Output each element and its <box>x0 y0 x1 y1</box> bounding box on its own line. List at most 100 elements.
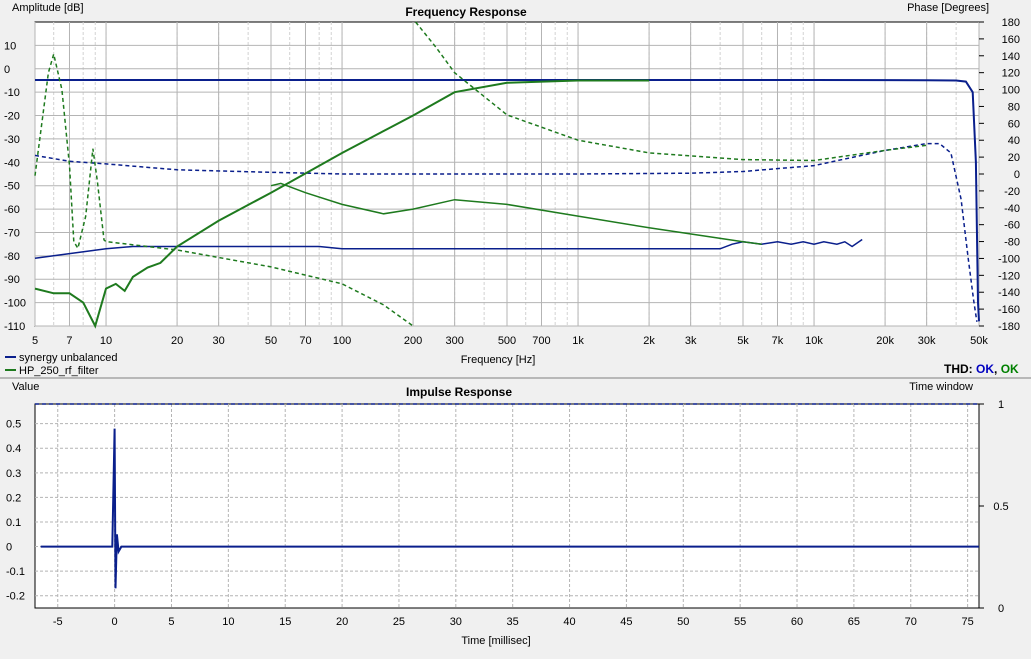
freq-x-tick-label: 50k <box>970 335 988 347</box>
freq-y2-tick-label: 0 <box>1014 169 1020 181</box>
freq-x-tick-label: 500 <box>498 335 516 347</box>
impulse-y-axis-label: Value <box>12 381 39 393</box>
freq-x-tick-label: 10 <box>100 335 112 347</box>
freq-y-tick-label: -20 <box>4 111 20 123</box>
freq-x-tick-label: 5k <box>737 335 749 347</box>
thd-separator: , <box>994 362 998 376</box>
impulse-y-tick-label: 0 <box>6 542 12 554</box>
freq-x-tick-label: 50 <box>265 335 277 347</box>
impulse-series-synergy <box>40 428 979 589</box>
freq-x-tick-label: 3k <box>685 335 697 347</box>
freq-y2-tick-label: 140 <box>1002 51 1020 63</box>
impulse-x-tick-label: 20 <box>336 616 348 628</box>
freq-x-tick-label: 100 <box>333 335 351 347</box>
thd-status-1: OK <box>976 362 995 376</box>
series-synergy-noise <box>34 238 863 259</box>
freq-x-tick-label: 2k <box>643 335 655 347</box>
impulse-x-tick-label: 5 <box>168 616 174 628</box>
freq-x-tick-label: 200 <box>404 335 422 347</box>
impulse-x-tick-label: 15 <box>279 616 291 628</box>
freq-x-ticks: 5 7 10 20 30 50 70 100 200 300 500 700 1k 2k 3k 5k 7k 10k… <box>32 335 988 347</box>
legend-label-hp250: HP_250_rf_filter <box>19 365 99 377</box>
impulse-x-tick-label: 0 <box>112 616 118 628</box>
freq-y2-ticks: 180 160 140 120 100 80 60 40 20 0 -20 -40 -60 -80 -100… <box>979 17 1020 333</box>
impulse-response-chart: -5 0 5 10 15 20 25 30 35 40 45 50 55 60 65 70 75 0.50.40… <box>6 381 1009 647</box>
freq-y-tick-label: -110 <box>4 321 25 333</box>
series-synergy-magnitude <box>35 79 980 322</box>
impulse-x-tick-label: 65 <box>848 616 860 628</box>
legend: synergy unbalanced HP_250_rf_filter <box>5 352 117 377</box>
thd-status-2: OK <box>1000 362 1019 376</box>
freq-y-tick-label: -90 <box>4 274 20 286</box>
impulse-x-tick-label: 70 <box>905 616 917 628</box>
freq-y-ticks: 10 0 -10 -20 -30 -40 -50 -60 -70 -80 -90 -100 -110 <box>4 40 26 333</box>
impulse-x-tick-label: 25 <box>393 616 405 628</box>
impulse-x-tick-label: 10 <box>222 616 234 628</box>
freq-y2-tick-label: -120 <box>998 270 1020 282</box>
freq-y-tick-label: -50 <box>4 181 20 193</box>
freq-y2-tick-label: -140 <box>998 287 1020 299</box>
series-synergy-phase <box>34 142 978 322</box>
impulse-x-tick-label: 75 <box>962 616 974 628</box>
freq-x-tick-label: 300 <box>445 335 463 347</box>
freq-x-tick-label: 700 <box>532 335 550 347</box>
freq-y2-tick-label: -60 <box>1004 220 1020 232</box>
impulse-y-tick-label: -0.2 <box>6 591 25 603</box>
freq-y2-tick-label: 80 <box>1008 101 1020 113</box>
impulse-y2-tick-label: 0.5 <box>993 501 1008 513</box>
freq-y-tick-label: -10 <box>4 87 20 99</box>
freq-y2-axis-label: Phase [Degrees] <box>907 2 989 14</box>
freq-y2-tick-label: -40 <box>1004 203 1020 215</box>
freq-y-tick-label: -30 <box>4 134 20 146</box>
freq-y2-tick-label: -100 <box>998 253 1020 265</box>
series-hp250-secondary <box>270 182 762 245</box>
impulse-y2-ticks: 10.50 <box>979 399 1009 615</box>
impulse-x-tick-label: 30 <box>450 616 462 628</box>
impulse-grid <box>35 404 979 608</box>
impulse-y-ticks: 0.5 0.4 0.3 0.2 0.1 0 -0.1 -0.2 <box>6 419 25 603</box>
freq-y-tick-label: 0 <box>4 64 10 76</box>
freq-x-tick-label: 7 <box>66 335 72 347</box>
impulse-x-tick-label: 60 <box>791 616 803 628</box>
legend-label-synergy: synergy unbalanced <box>19 352 117 364</box>
freq-y-tick-label: -100 <box>4 298 26 310</box>
impulse-x-tick-label: 50 <box>677 616 689 628</box>
series-hp250-phase-low <box>34 53 414 327</box>
impulse-x-ticks: -5 0 5 10 15 20 25 30 35 40 45 50 55 60 65 70 75 <box>53 616 974 628</box>
impulse-x-tick-label: 35 <box>507 616 519 628</box>
freq-x-tick-label: 1k <box>572 335 584 347</box>
impulse-series-group <box>35 403 979 589</box>
impulse-x-axis-label: Time [millisec] <box>461 635 530 647</box>
series-hp250-magnitude <box>34 79 650 329</box>
freq-x-axis-label: Frequency [Hz] <box>461 354 536 366</box>
freq-x-tick-label: 7k <box>772 335 784 347</box>
impulse-x-tick-label: -5 <box>53 616 63 628</box>
impulse-plot-area <box>34 403 980 609</box>
impulse-x-tick-label: 40 <box>563 616 575 628</box>
impulse-y2-axis-label: Time window <box>909 381 973 393</box>
freq-x-tick-label: 10k <box>805 335 823 347</box>
freq-x-tick-label: 30k <box>918 335 936 347</box>
freq-y2-tick-label: 160 <box>1002 34 1020 46</box>
impulse-y-tick-label: 0.4 <box>6 443 21 455</box>
freq-y-tick-label: -60 <box>4 204 20 216</box>
freq-y2-tick-label: 100 <box>1002 85 1020 97</box>
impulse-y-tick-label: 0.3 <box>6 468 21 480</box>
freq-x-tick-label: 30 <box>213 335 225 347</box>
impulse-y-tick-label: 0.5 <box>6 419 21 431</box>
freq-y2-tick-label: 120 <box>1002 68 1020 80</box>
freq-y2-tick-label: 180 <box>1002 17 1020 29</box>
impulse-y2-tick-label: 0 <box>998 603 1004 615</box>
freq-y-tick-label: -70 <box>4 227 20 239</box>
freq-y2-tick-label: -180 <box>998 321 1020 333</box>
freq-y-tick-label: 10 <box>4 40 16 52</box>
thd-label: THD: <box>944 362 973 376</box>
freq-y-axis-label: Amplitude [dB] <box>12 2 84 14</box>
freq-y-tick-label: -80 <box>4 251 20 263</box>
freq-y2-tick-label: 60 <box>1008 118 1020 130</box>
freq-grid <box>34 22 980 327</box>
freq-series-group <box>34 21 980 329</box>
freq-y2-tick-label: -160 <box>998 304 1020 316</box>
freq-x-tick-label: 70 <box>299 335 311 347</box>
